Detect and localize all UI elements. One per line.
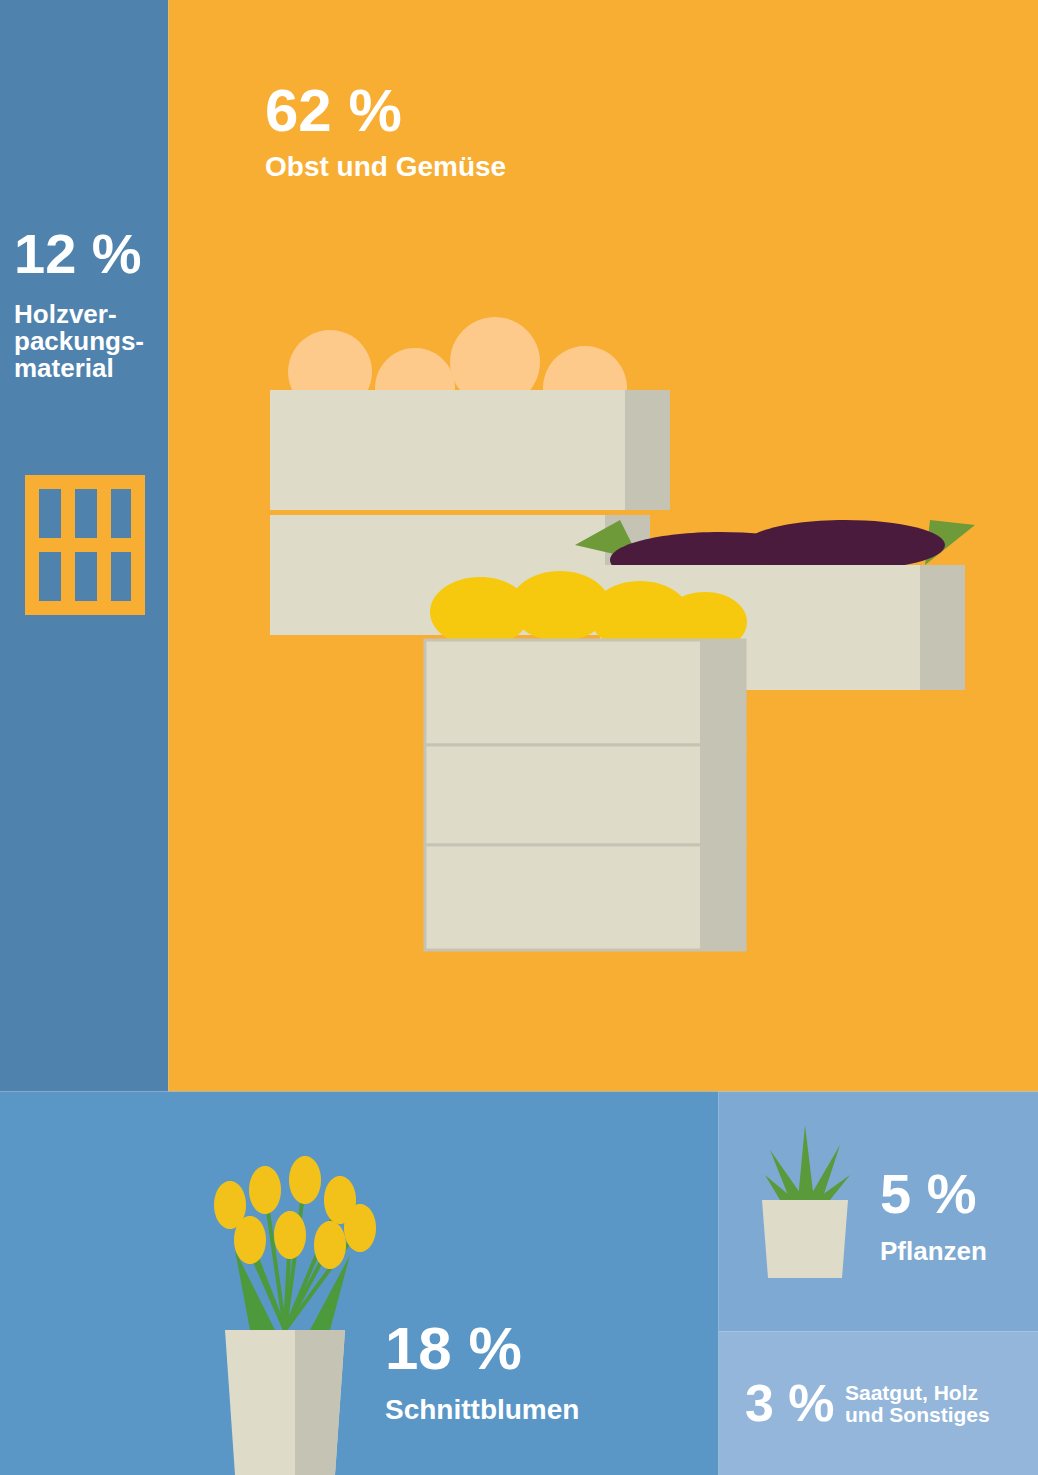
svg-text:18 %: 18 % — [385, 1315, 522, 1382]
svg-text:und Sonstiges: und Sonstiges — [845, 1403, 990, 1426]
svg-text:packungs-: packungs- — [14, 326, 144, 356]
svg-text:Pflanzen: Pflanzen — [880, 1236, 987, 1266]
svg-text:3 %: 3 % — [745, 1374, 835, 1432]
svg-text:Holzver-: Holzver- — [14, 299, 117, 329]
svg-text:Schnittblumen: Schnittblumen — [385, 1394, 579, 1425]
svg-text:5 %: 5 % — [880, 1162, 977, 1225]
svg-text:material: material — [14, 353, 114, 383]
svg-text:Saatgut, Holz: Saatgut, Holz — [845, 1381, 978, 1404]
svg-text:62 %: 62 % — [265, 77, 402, 144]
svg-text:Obst und Gemüse: Obst und Gemüse — [265, 151, 506, 182]
svg-text:12 %: 12 % — [14, 222, 142, 285]
